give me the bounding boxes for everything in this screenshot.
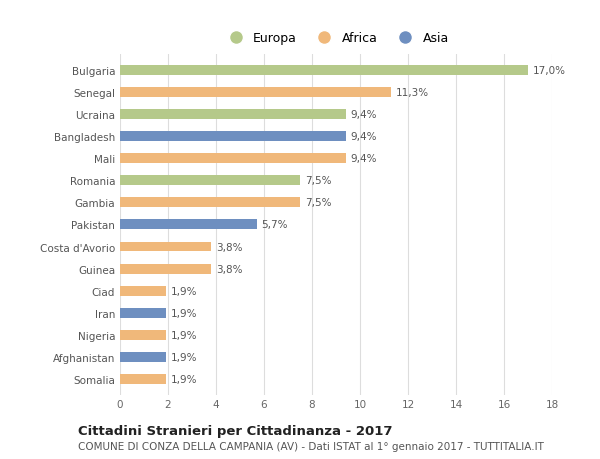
Bar [120, 353, 166, 362]
Text: 17,0%: 17,0% [533, 66, 566, 76]
Text: 1,9%: 1,9% [170, 330, 197, 340]
Text: 9,4%: 9,4% [350, 132, 377, 142]
Text: COMUNE DI CONZA DELLA CAMPANIA (AV) - Dati ISTAT al 1° gennaio 2017 - TUTTITALIA: COMUNE DI CONZA DELLA CAMPANIA (AV) - Da… [78, 441, 544, 451]
Text: 3,8%: 3,8% [216, 242, 242, 252]
Bar [120, 286, 166, 296]
Text: 9,4%: 9,4% [350, 110, 377, 120]
Bar [120, 88, 391, 97]
Text: 3,8%: 3,8% [216, 264, 242, 274]
Bar [120, 220, 257, 230]
Bar [120, 242, 211, 252]
Legend: Europa, Africa, Asia: Europa, Africa, Asia [218, 28, 454, 50]
Bar [120, 198, 300, 208]
Bar [120, 110, 346, 120]
Text: 7,5%: 7,5% [305, 176, 331, 186]
Bar [120, 264, 211, 274]
Text: Cittadini Stranieri per Cittadinanza - 2017: Cittadini Stranieri per Cittadinanza - 2… [78, 424, 392, 437]
Bar [120, 375, 166, 384]
Text: 9,4%: 9,4% [350, 154, 377, 164]
Text: 1,9%: 1,9% [170, 308, 197, 318]
Text: 11,3%: 11,3% [396, 88, 429, 98]
Bar [120, 66, 528, 75]
Bar [120, 308, 166, 318]
Bar [120, 154, 346, 164]
Text: 5,7%: 5,7% [262, 220, 288, 230]
Text: 1,9%: 1,9% [170, 286, 197, 296]
Text: 1,9%: 1,9% [170, 374, 197, 384]
Text: 1,9%: 1,9% [170, 352, 197, 362]
Bar [120, 176, 300, 186]
Text: 7,5%: 7,5% [305, 198, 331, 208]
Bar [120, 330, 166, 340]
Bar [120, 132, 346, 142]
